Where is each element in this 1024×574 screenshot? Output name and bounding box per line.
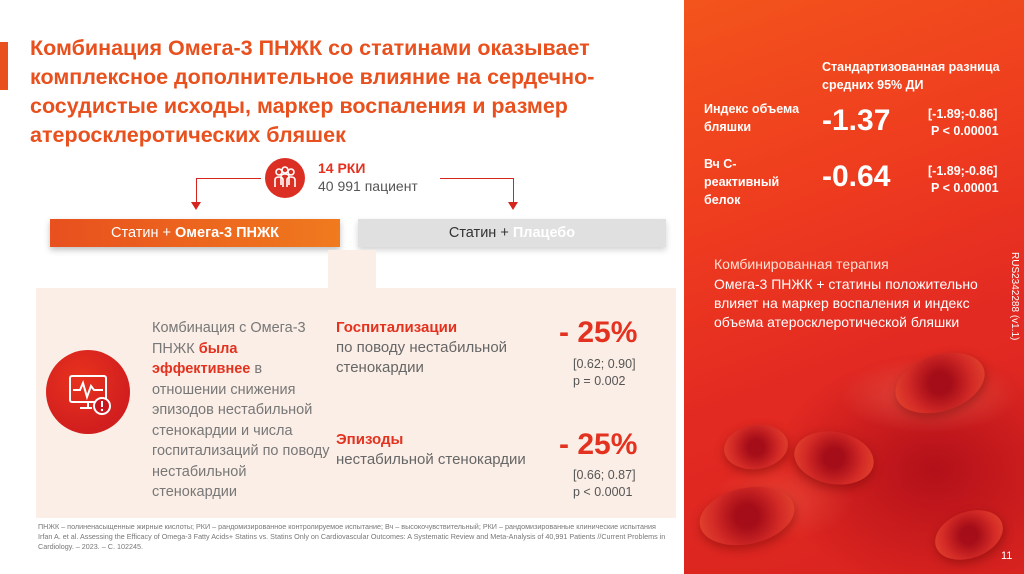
outcome-head: Эпизоды — [336, 431, 404, 448]
footnote-reference: Irfan A. et al. Assessing the Efficacy o… — [38, 532, 666, 551]
ci-range: [-1.89;-0.86] — [928, 164, 998, 178]
outcome-ci: [0.62; 0.90] p = 0.002 — [573, 356, 636, 390]
page-title: Комбинация Омега-3 ПНЖК со статинами ока… — [30, 36, 595, 147]
p-value: P < 0.00001 — [931, 124, 999, 138]
results-pointer-tip — [318, 288, 386, 306]
p-value: P < 0.00001 — [931, 181, 999, 195]
blood-cell-decoration — [887, 342, 993, 424]
arm-omega-highlight: Омега-3 ПНЖК — [175, 225, 279, 241]
description-bold: была эффективнее — [152, 340, 251, 378]
crp-value: -0.64 — [822, 160, 891, 193]
people-group-icon — [265, 158, 305, 198]
ci-range: [-1.89;-0.86] — [928, 107, 998, 121]
footnote-abbreviations: ПНЖК – полиненасыщенные жирные кислоты; … — [38, 522, 656, 531]
outcome-ci: [0.66; 0.87] p < 0.0001 — [573, 467, 636, 501]
plaque-volume-ci: [-1.89;-0.86] P < 0.00001 — [928, 106, 999, 140]
document-code: RUS2342288 (v1.1) — [1009, 252, 1020, 341]
std-mean-diff-label: Стандартизованная разница средних 95% ДИ — [822, 60, 1000, 92]
blood-cell-decoration — [928, 501, 1010, 569]
p-value: p = 0.002 — [573, 374, 626, 388]
right-panel — [684, 0, 1024, 574]
arm-placebo-prefix: Статин + — [448, 225, 513, 241]
heart-monitor-alert-icon — [46, 350, 130, 434]
blood-cell-decoration — [790, 425, 878, 491]
description-post: в отношении снижения эпизодов нестабильн… — [152, 361, 330, 500]
outcome-hospitalizations: Госпитализации по поводу нестабильной ст… — [336, 318, 556, 378]
combo-therapy-label: Комбинированная терапия — [714, 256, 889, 272]
outcome-sub: нестабильной стенокардии — [336, 451, 526, 468]
plaque-volume-value: -1.37 — [822, 104, 891, 137]
footnote: ПНЖК – полиненасыщенные жирные кислоты; … — [38, 522, 678, 552]
arm-statin-placebo: Статин + Плацебо — [358, 219, 666, 247]
outcome-head: Госпитализации — [336, 319, 458, 336]
branch-line-left — [196, 178, 261, 179]
description-pre: Комбинация с Омега-3 ПНЖК — [152, 320, 306, 357]
arm-omega-prefix: Статин + — [111, 225, 175, 241]
arrow-down-left-icon — [191, 202, 201, 210]
blood-cell-decoration — [694, 478, 800, 554]
crp-ci: [-1.89;-0.86] P < 0.00001 — [928, 163, 999, 197]
trials-patients: 40 991 пациент — [318, 178, 418, 194]
result-description: Комбинация с Омега-3 ПНЖК была эффективн… — [152, 318, 332, 503]
page-number: 11 — [1001, 550, 1013, 562]
combo-therapy-text: Омега-3 ПНЖК + статины положительно влия… — [714, 276, 978, 330]
arm-statin-omega: Статин + Омега-3 ПНЖК — [50, 219, 340, 247]
outcome-percent: - 25% — [559, 316, 638, 349]
plaque-volume-label: Индекс объема бляшки — [704, 102, 800, 134]
outcome-sub: по поводу нестабильной стенокардии — [336, 339, 508, 376]
title-accent-bar — [0, 42, 8, 90]
branch-down-right — [513, 178, 514, 202]
blood-cell-decoration — [721, 420, 791, 474]
trials-count: 14 РКИ — [318, 160, 366, 176]
results-pointer — [328, 250, 376, 288]
branch-down-left — [196, 178, 197, 202]
ci-range: [0.66; 0.87] — [573, 468, 636, 482]
p-value: p < 0.0001 — [573, 485, 633, 499]
arm-placebo-highlight: Плацебо — [512, 225, 576, 241]
outcome-episodes: Эпизоды нестабильной стенокардии — [336, 430, 556, 470]
outcome-percent: - 25% — [559, 428, 638, 461]
ci-range: [0.62; 0.90] — [573, 357, 636, 371]
branch-line-right — [440, 178, 514, 179]
trials-summary: 14 РКИ 40 991 пациент — [265, 158, 465, 198]
arrow-down-right-icon — [508, 202, 518, 210]
results-panel — [36, 288, 676, 518]
crp-label: Вч С-реактивный белок — [704, 157, 780, 207]
